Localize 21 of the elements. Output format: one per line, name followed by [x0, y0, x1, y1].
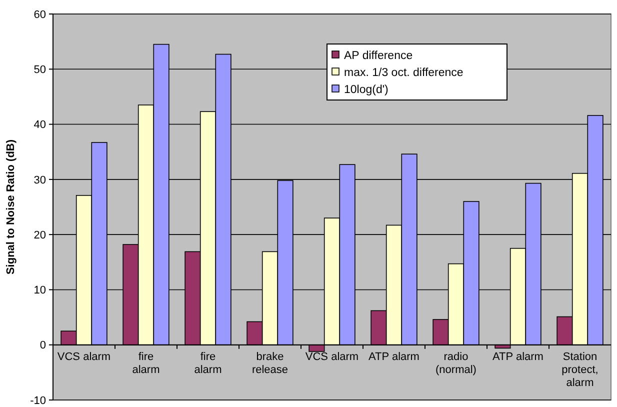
y-tick-label: 10 — [34, 284, 46, 297]
y-tick-label: 30 — [34, 174, 46, 186]
y-tick-label: 40 — [34, 119, 46, 132]
y-axis-title: Signal to Noise Ratio (dB) — [5, 139, 17, 275]
x-tick-label: radio (normal) — [436, 350, 476, 376]
x-tick-label: ATP alarm — [492, 350, 544, 363]
y-tick-label: -10 — [30, 394, 46, 407]
y-tick-label: 60 — [34, 8, 46, 21]
x-tick-label: ATP alarm — [368, 350, 420, 363]
legend-label: max. 1/3 oct. difference — [344, 67, 464, 80]
x-tick-label: fire alarm — [194, 350, 222, 376]
legend-label: 10log(d') — [344, 84, 389, 96]
y-tick-label: 0 — [40, 340, 46, 352]
x-tick-label: VCS alarm — [305, 350, 359, 363]
x-tick-label: brake release — [252, 350, 288, 376]
x-tick-label: VCS alarm — [57, 350, 111, 363]
x-tick-label: fire alarm — [132, 350, 160, 376]
y-tick-label: 50 — [34, 64, 46, 76]
x-tick-label: Station protect, alarm — [562, 350, 598, 389]
y-tick-label: 20 — [34, 229, 46, 242]
legend-label: AP difference — [344, 50, 413, 62]
